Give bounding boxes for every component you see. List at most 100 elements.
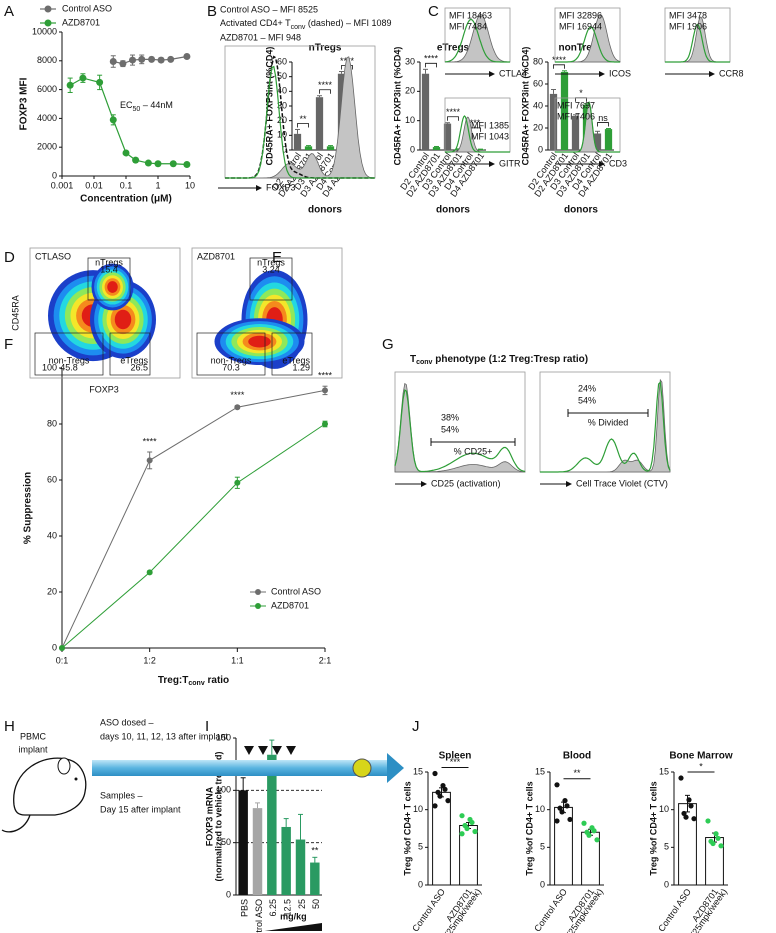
data-point: [710, 840, 716, 847]
y-axis-label: CD45RA+ FOXP3int (%CD4): [520, 47, 530, 166]
plot-title: CTLASO: [35, 251, 71, 261]
y-axis-label: FOXP3 MFI: [19, 77, 30, 130]
data-point: [432, 770, 438, 777]
y-tick-label: 50: [221, 837, 231, 847]
y-axis-label: FOXP3 mRNA: [204, 786, 214, 846]
gray-histogram: [445, 14, 511, 63]
bar: [593, 133, 602, 150]
diagram-text: PBMC: [20, 731, 47, 741]
axis-label: FOXP3: [266, 182, 296, 192]
green-histogram: [225, 65, 375, 179]
x-axis-label-part: Treg:T: [158, 675, 189, 686]
bar: [295, 839, 306, 895]
y-tick-label: 20: [405, 86, 415, 96]
data-point: [464, 825, 470, 832]
y-tick-label: 5: [418, 842, 423, 852]
point: [322, 387, 328, 394]
x-axis-label: Concentration (μM): [80, 194, 172, 205]
chart-title: Blood: [563, 751, 591, 762]
diagram-text: implant: [18, 744, 48, 754]
arrow-head: [709, 71, 715, 77]
chart-title-part: phenotype (1:2 Treg:Tresp ratio): [432, 354, 588, 365]
gate-value: 26.5: [130, 362, 148, 372]
bar: [443, 123, 452, 150]
y-tick-label: 40: [277, 86, 287, 96]
data-point: [594, 837, 600, 843]
point: [132, 156, 140, 164]
plot-title: AZD8701: [197, 251, 235, 261]
y-tick-label: 20: [47, 586, 57, 596]
legend-label: AZD8701: [62, 17, 100, 27]
x-tick-label: Control ASO: [532, 887, 569, 933]
significance: **: [573, 768, 581, 778]
pct-green: 54%: [578, 395, 596, 405]
annotation-part: – 44nM: [140, 100, 173, 110]
x-tick-label: Control ASO: [254, 899, 264, 933]
timeline-head: [387, 753, 404, 783]
point: [234, 404, 241, 411]
x-axis-label: Treg:Tconv ratio: [158, 675, 229, 687]
point: [167, 55, 175, 63]
y-tick-label: 100: [216, 785, 231, 795]
arrow-head: [421, 481, 427, 487]
significance: *: [579, 88, 583, 98]
gate-bracket: [567, 409, 649, 417]
density-level: [107, 281, 118, 293]
data-point: [581, 820, 587, 826]
legend-text-part: conv: [291, 24, 306, 31]
significance: ****: [424, 54, 439, 64]
density-level: [114, 309, 132, 330]
y-tick-label: 80: [533, 56, 543, 66]
y-tick-label: 60: [277, 56, 287, 66]
x-tick-label: Control ASO: [656, 887, 693, 933]
mfi-gray: MFI 32896: [559, 10, 602, 20]
mfi-green: MFI 16944: [559, 21, 602, 31]
green-histogram: [394, 389, 526, 473]
point: [66, 81, 74, 89]
significance: ***: [470, 118, 481, 128]
y-tick-label: 6000: [37, 84, 57, 94]
data-point: [445, 798, 451, 804]
significance-bracket: [553, 64, 565, 69]
point: [122, 149, 130, 157]
x-tick-label: 1:2: [143, 655, 156, 665]
mfi-green: MFI 1906: [669, 21, 707, 31]
y-tick-label: 150: [216, 732, 231, 742]
significance: **: [299, 114, 307, 124]
point: [322, 421, 328, 427]
x-tick-label: 1: [155, 180, 160, 190]
annotation-part: 50: [133, 106, 141, 113]
mfi-green: MFI 7484: [449, 21, 487, 31]
point: [109, 58, 117, 66]
data-point: [442, 786, 448, 792]
x-tick-label: 0.01: [85, 180, 103, 190]
arrow-head: [566, 481, 572, 487]
diagram-text: days 10, 11, 12, 13 after implant: [100, 731, 228, 741]
axis-label: Cell Trace Violet (CTV): [576, 478, 668, 488]
y-tick-label: 80: [47, 418, 57, 428]
y-tick-label: 0: [52, 642, 57, 652]
y-axis-label: Treg %of CD4+ T cells: [402, 781, 412, 875]
y-axis-label: Treg %of CD4+ T cells: [648, 781, 658, 875]
data-point: [459, 813, 465, 819]
dose-wedge: [264, 923, 322, 931]
y-tick-label: 15: [413, 766, 423, 776]
y-axis-label: CD45RA+ FOXP3int (%CD4): [392, 47, 402, 166]
diagram-text: Day 15 after implant: [100, 804, 181, 814]
panel-letter: E: [272, 249, 282, 266]
panel-letter: C: [428, 3, 439, 20]
chart-title-part: T: [410, 354, 416, 365]
arrow-head: [599, 161, 605, 167]
legend-label: AZD8701: [271, 600, 309, 610]
y-tick-label: 0: [282, 144, 287, 154]
gate: [196, 332, 266, 376]
series-line: [61, 423, 326, 649]
bar: [571, 115, 580, 150]
x-tick-label: PBS: [240, 899, 250, 917]
gate-name: non-Tregs: [49, 355, 90, 365]
density-level: [248, 335, 271, 348]
significance-bracket: [319, 89, 331, 94]
data-point: [564, 803, 570, 809]
panel-letter: D: [4, 249, 15, 266]
